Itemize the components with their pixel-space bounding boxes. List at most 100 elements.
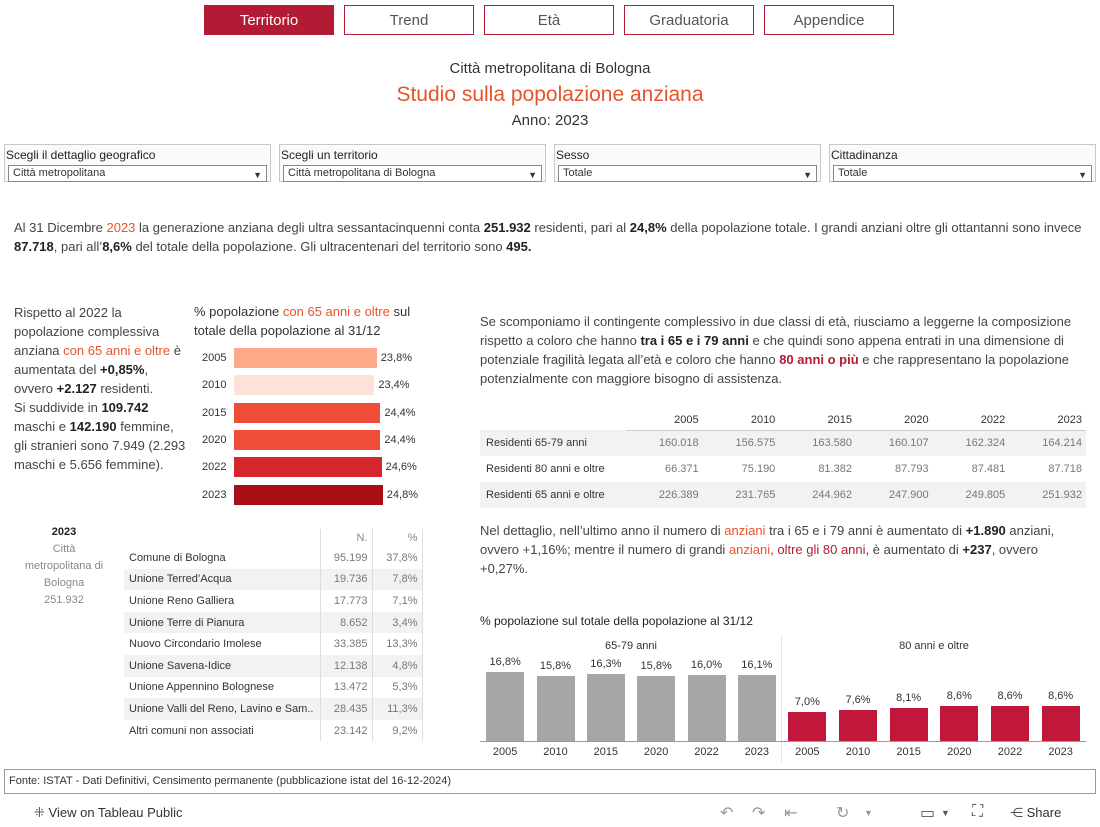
- vbar-year-label: 2020: [947, 746, 972, 758]
- title-highlight: con 65 anni e oltre: [282, 304, 390, 319]
- citizenship-select[interactable]: Totale ▼: [833, 165, 1092, 182]
- right-narrative: Se scomponiamo il contingente complessiv…: [480, 312, 1090, 388]
- vbar: [788, 712, 827, 741]
- cell-value: 81.382: [818, 463, 852, 475]
- title-part: sul totale della popolazione al 31/12: [194, 304, 411, 338]
- vbar-value-label: 16,0%: [690, 659, 723, 672]
- rank-territory: Città metropolitana di Bologna: [24, 543, 104, 589]
- hbar: [234, 484, 383, 505]
- growth-n: +1.890: [965, 523, 1006, 538]
- geo-detail-select[interactable]: Città metropolitana ▼: [8, 165, 267, 182]
- hbar-year-label: 2023: [202, 488, 227, 501]
- share-button[interactable]: ⋲ Share: [1010, 805, 1061, 821]
- intro-part: Al 31 Dicembre: [14, 220, 107, 235]
- detail-narrative: Nel dettaglio, nell’ultimo anno il numer…: [480, 521, 1086, 578]
- hbar-year-label: 2015: [202, 406, 227, 419]
- tab-territorio[interactable]: Territorio: [204, 5, 334, 35]
- sex-select[interactable]: Totale ▼: [558, 165, 817, 182]
- row-pct: 7,1%: [372, 590, 423, 612]
- cell-value: 247.900: [888, 489, 929, 501]
- chevron-down-icon[interactable]: ▼: [941, 808, 950, 818]
- fullscreen-icon[interactable]: ⛶: [972, 803, 984, 820]
- vbar: [536, 675, 575, 741]
- vbar-year-label: 2022: [997, 746, 1023, 758]
- rank-table: N. % Comune di Bologna 95.199 37,8% Unione …: [124, 529, 423, 742]
- rank-year: 2023: [51, 526, 77, 538]
- vbar-year-label: 2022: [694, 746, 719, 758]
- refresh-icon[interactable]: ↻: [836, 805, 850, 822]
- title-part: % popolazione: [194, 304, 283, 319]
- filter-territory: Scegli un territorio Città metropolitana…: [279, 144, 546, 182]
- column-header: [480, 410, 626, 430]
- vbar: [991, 705, 1029, 741]
- vbar-value-label: 16,1%: [741, 658, 773, 671]
- table-row: Comune di Bologna 95.199 37,8%: [124, 547, 423, 569]
- chevron-down-icon[interactable]: ▼: [864, 808, 873, 818]
- tab-appendice[interactable]: Appendice: [764, 5, 894, 35]
- year-label: Anno: 2023: [511, 112, 589, 129]
- row-pct: 11,3%: [372, 698, 423, 720]
- row-name: Unione Reno Galliera: [124, 590, 321, 612]
- table-row: Unione Valli del Reno, Lavino e Sam.. 28.…: [124, 698, 423, 720]
- cell-value: 66.371: [665, 463, 699, 475]
- filter-label: Scegli un territorio: [281, 148, 378, 162]
- row-n: 13.472: [320, 676, 373, 699]
- text-part: , è aumentato di: [865, 542, 963, 557]
- table-row: Unione Terred’Acqua 19.736 7,8%: [124, 568, 423, 591]
- text-highlight: 80 anni o più: [779, 352, 859, 367]
- territory-select[interactable]: Città metropolitana di Bologna ▼: [283, 165, 542, 182]
- row-name: Unione Terre di Pianura: [124, 611, 321, 634]
- cell-value: 251.932: [1042, 489, 1082, 501]
- table-row: Nuovo Circondario Imolese 33.385 13,3%: [124, 633, 423, 655]
- table-row: Unione Reno Galliera 17.773 7,1%: [124, 590, 423, 612]
- vbar-year-label: 2023: [1048, 746, 1073, 758]
- filter-label: Scegli il dettaglio geografico: [6, 148, 156, 162]
- text-highlight: tra i 65 e i 79 anni: [640, 333, 749, 348]
- row-name: Unione Savena-Idice: [124, 654, 321, 677]
- table-row: Residenti 65-79 anni 160.018 156.575 163.58…: [480, 430, 1086, 456]
- view-on-tableau-link[interactable]: ⁜ View on Tableau Public: [34, 805, 182, 821]
- vbar-year-label: 2005: [492, 746, 518, 758]
- column-header-year: 2010: [702, 410, 780, 431]
- table-row: Residenti 80 anni e oltre 66.371 75.190 81.…: [480, 456, 1086, 482]
- tab-trend[interactable]: Trend: [344, 5, 474, 35]
- text-part: Rispetto al 2022 la popolazione compless…: [14, 305, 160, 358]
- text-part: maschi e: [14, 419, 70, 434]
- vbar-value-label: 8,6%: [946, 689, 972, 702]
- intro-pct-65plus: 24,8%: [629, 220, 667, 235]
- vbar: [839, 709, 877, 741]
- cell-value: 249.805: [965, 489, 1006, 501]
- column-header-year: 2022: [932, 410, 1010, 431]
- row-pct: 4,8%: [372, 654, 423, 677]
- table-row: Residenti 65 anni e oltre 226.389 231.765 2…: [480, 482, 1086, 508]
- text-part: Si suddivide in: [14, 400, 102, 415]
- vbar-value-label: 8,1%: [896, 691, 922, 704]
- cell-value: 226.389: [658, 489, 699, 501]
- tab-eta[interactable]: Età: [484, 5, 614, 35]
- rank-side-label: 2023 Città metropolitana di Bologna 251.…: [8, 524, 120, 609]
- text-highlight: con 65 anni e oltre: [63, 343, 171, 358]
- column-header-pct: %: [372, 529, 423, 547]
- column-header: [124, 529, 321, 547]
- device-preview-icon[interactable]: ▭: [920, 805, 936, 822]
- table-row: Unione Appennino Bolognese 13.472 5,3%: [124, 676, 423, 699]
- row-n: 17.773: [320, 590, 373, 612]
- hbar-value-label: 23,4%: [378, 379, 410, 392]
- intro-centenarians: 495.: [506, 239, 532, 254]
- vbar-year-label: 2015: [896, 746, 921, 758]
- vbar: [687, 675, 726, 741]
- undo-icon[interactable]: ↶: [720, 805, 734, 822]
- vbar: [1041, 705, 1080, 741]
- revert-icon[interactable]: ⇤: [784, 805, 798, 822]
- row-pct: 37,8%: [372, 547, 423, 569]
- cell-value: 156.575: [735, 437, 776, 450]
- cell-value: 87.718: [1048, 463, 1082, 475]
- filter-sex: Sesso Totale ▼: [554, 144, 821, 182]
- row-label: Residenti 65-79 anni: [486, 437, 587, 449]
- redo-icon[interactable]: ↷: [752, 805, 766, 822]
- vbar: [889, 707, 928, 741]
- vbar-value-label: 15,8%: [640, 659, 672, 672]
- tab-graduatoria[interactable]: Graduatoria: [624, 5, 754, 35]
- hbar: [234, 375, 375, 396]
- text-highlight: , oltre gli 80 anni: [770, 542, 866, 557]
